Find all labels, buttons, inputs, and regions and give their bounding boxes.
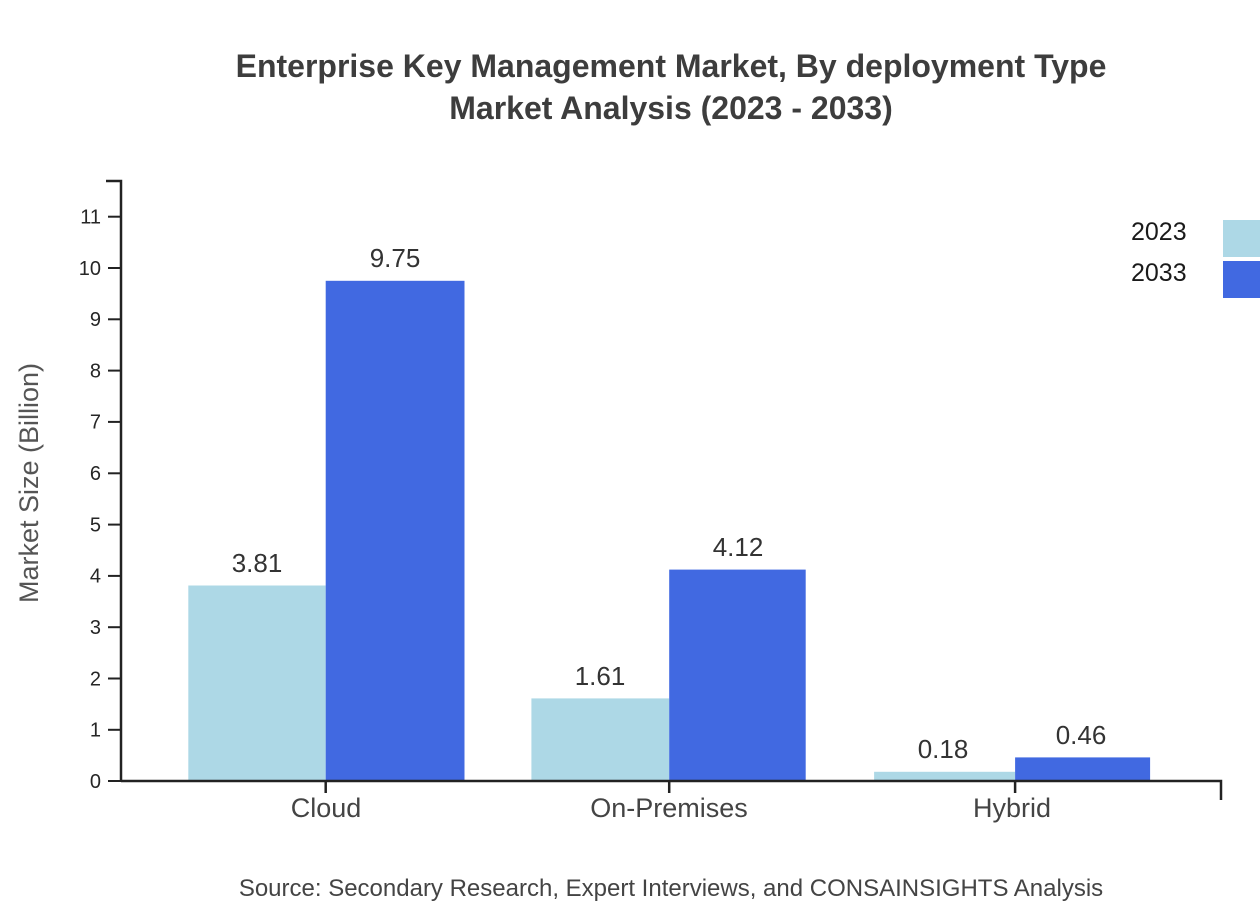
svg-text:Cloud: Cloud xyxy=(291,793,362,823)
svg-text:9: 9 xyxy=(90,309,101,331)
svg-text:4.12: 4.12 xyxy=(713,532,764,562)
svg-text:6: 6 xyxy=(90,463,101,485)
svg-text:0.18: 0.18 xyxy=(918,734,969,764)
svg-text:Hybrid: Hybrid xyxy=(973,793,1051,823)
svg-text:0: 0 xyxy=(90,771,101,793)
svg-text:3: 3 xyxy=(90,617,101,639)
svg-text:7: 7 xyxy=(90,412,101,434)
svg-text:1.61: 1.61 xyxy=(575,661,626,691)
svg-text:On-Premises: On-Premises xyxy=(590,793,748,823)
svg-text:3.81: 3.81 xyxy=(232,548,283,578)
svg-text:8: 8 xyxy=(90,360,101,382)
svg-text:2: 2 xyxy=(90,668,101,690)
svg-text:4: 4 xyxy=(90,566,101,588)
svg-text:5: 5 xyxy=(90,514,101,536)
svg-text:10: 10 xyxy=(79,258,101,280)
svg-text:0.46: 0.46 xyxy=(1056,720,1107,750)
svg-text:1: 1 xyxy=(90,720,101,742)
svg-text:11: 11 xyxy=(80,207,101,229)
svg-text:9.75: 9.75 xyxy=(370,243,421,273)
